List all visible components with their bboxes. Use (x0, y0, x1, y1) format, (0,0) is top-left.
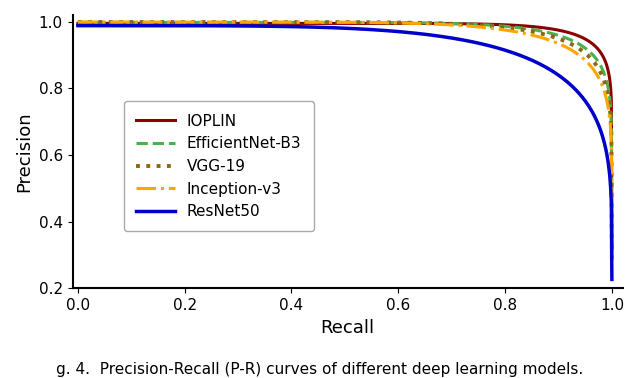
Inception-v3 (608, 258, 616, 262)
EfficientNet-B3 (441, 21, 449, 26)
Inception-v3 (129, 20, 136, 24)
Line: Inception-v3: Inception-v3 (78, 22, 612, 260)
EfficientNet-B3 (608, 255, 616, 259)
Inception-v3 (500, 28, 508, 32)
ResNet50 (608, 277, 616, 282)
Inception-v3 (441, 22, 449, 27)
Line: EfficientNet-B3: EfficientNet-B3 (78, 22, 612, 257)
EfficientNet-B3 (309, 20, 317, 25)
IOPLIN (441, 21, 449, 26)
EfficientNet-B3 (500, 24, 508, 28)
Inception-v3 (490, 26, 498, 31)
ResNet50 (500, 48, 508, 52)
VGG-19 (500, 25, 508, 30)
ResNet50 (441, 35, 449, 39)
EfficientNet-B3 (290, 20, 298, 25)
ResNet50 (74, 23, 82, 28)
VGG-19 (490, 24, 498, 29)
VGG-19 (129, 20, 136, 24)
Line: ResNet50: ResNet50 (78, 26, 612, 279)
Inception-v3 (309, 20, 317, 24)
IOPLIN (309, 21, 317, 26)
EfficientNet-B3 (490, 23, 498, 28)
Line: VGG-19: VGG-19 (78, 22, 612, 259)
VGG-19 (74, 20, 82, 24)
ResNet50 (490, 45, 498, 49)
Legend: IOPLIN, EfficientNet-B3, VGG-19, Inception-v3, ResNet50: IOPLIN, EfficientNet-B3, VGG-19, Incepti… (124, 101, 314, 231)
IOPLIN (490, 22, 498, 27)
IOPLIN (129, 21, 136, 26)
Inception-v3 (290, 20, 298, 24)
VGG-19 (441, 21, 449, 26)
IOPLIN (500, 23, 508, 27)
VGG-19 (608, 257, 616, 261)
EfficientNet-B3 (74, 20, 82, 25)
EfficientNet-B3 (129, 20, 136, 25)
IOPLIN (74, 21, 82, 26)
ResNet50 (129, 23, 136, 28)
VGG-19 (309, 20, 317, 24)
ResNet50 (290, 24, 298, 29)
Y-axis label: Precision: Precision (15, 111, 33, 192)
IOPLIN (290, 21, 298, 26)
X-axis label: Recall: Recall (321, 319, 374, 336)
Line: IOPLIN: IOPLIN (78, 23, 612, 248)
VGG-19 (290, 20, 298, 24)
Inception-v3 (74, 20, 82, 24)
ResNet50 (309, 25, 317, 29)
IOPLIN (608, 246, 616, 251)
Text: g. 4.  Precision-Recall (P-R) curves of different deep learning models.: g. 4. Precision-Recall (P-R) curves of d… (56, 362, 584, 377)
